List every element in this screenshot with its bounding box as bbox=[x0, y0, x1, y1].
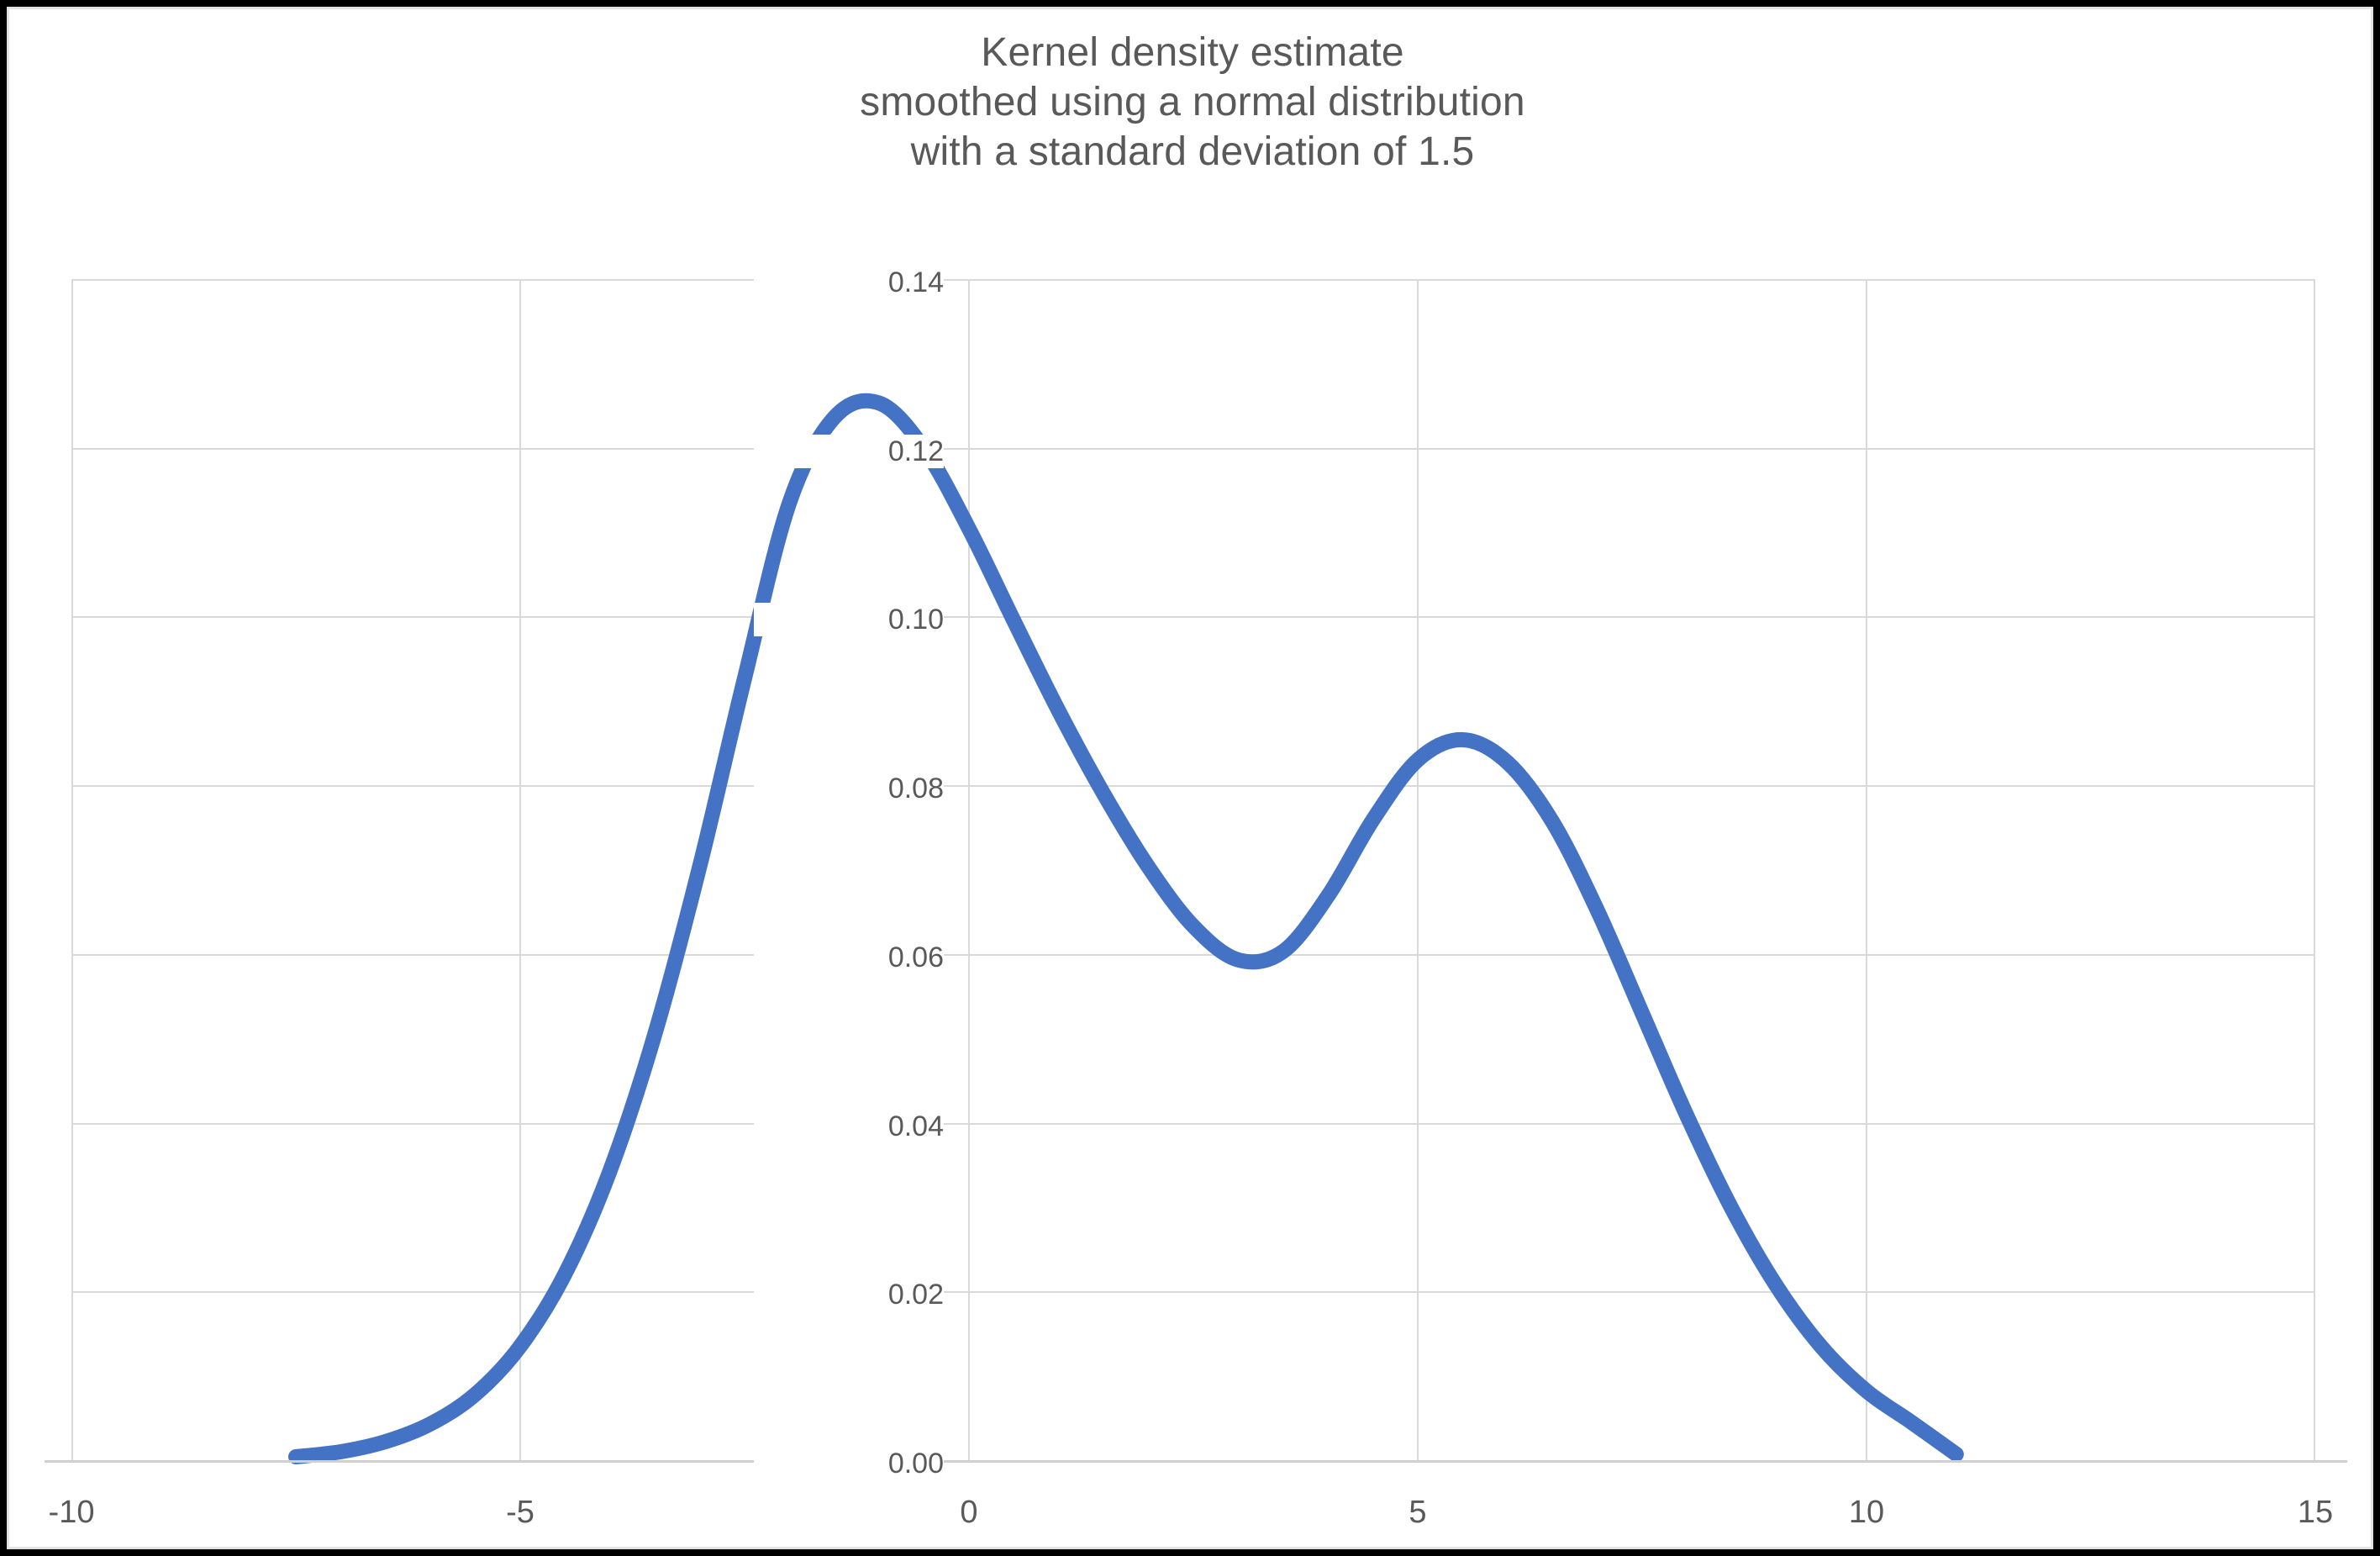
gridline-vertical bbox=[1417, 280, 1419, 1461]
kde-curve bbox=[288, 393, 1964, 1464]
gridline-horizontal bbox=[71, 447, 2315, 450]
gridline-horizontal bbox=[71, 953, 2315, 956]
y-axis-tick-label: 0.12 bbox=[754, 434, 944, 468]
gridline-horizontal bbox=[71, 1122, 2315, 1125]
gridline-vertical bbox=[519, 280, 521, 1461]
chart-title-line-3: with a standard deviation of 1.5 bbox=[910, 129, 1475, 174]
y-axis-tick-label: 0.02 bbox=[754, 1278, 944, 1312]
chart-title: Kernel density estimate smoothed using a… bbox=[9, 28, 2371, 177]
gridline-vertical bbox=[1866, 280, 1867, 1461]
y-axis-tick-label: 0.06 bbox=[754, 940, 944, 974]
gridline-horizontal bbox=[71, 785, 2315, 788]
gridline-vertical bbox=[2314, 280, 2315, 1461]
x-axis-tick-label: -10 bbox=[48, 1495, 95, 1530]
y-axis-tick-label: 0.04 bbox=[754, 1109, 944, 1143]
plot-wrap: 0.00 0.02 0.04 0.06 0.08 0.10 0.12 0.14 -10 -5 0 5… bbox=[9, 9, 2371, 1547]
kde-curve-path bbox=[288, 393, 1964, 1464]
x-axis-tick-label: -5 bbox=[506, 1495, 534, 1530]
plot-area bbox=[45, 279, 2347, 1464]
x-axis-tick-label: 5 bbox=[1409, 1495, 1427, 1530]
x-axis-line bbox=[45, 1460, 2347, 1463]
x-axis-tick-label: 15 bbox=[2297, 1495, 2334, 1530]
gridline-vertical bbox=[71, 280, 73, 1461]
y-axis-tick-label: 0.00 bbox=[754, 1447, 944, 1480]
y-axis-tick-label: 0.08 bbox=[754, 772, 944, 806]
chart-title-line-2: smoothed using a normal distribution bbox=[860, 80, 1525, 124]
chart-card: Kernel density estimate smoothed using a… bbox=[7, 7, 2373, 1549]
gridline-vertical bbox=[968, 280, 970, 1461]
x-axis-tick-label: 0 bbox=[960, 1495, 978, 1530]
y-axis-tick-label: 0.10 bbox=[754, 603, 944, 637]
gridline-horizontal bbox=[71, 616, 2315, 619]
gridline-horizontal bbox=[71, 279, 2315, 281]
chart-title-line-1: Kernel density estimate bbox=[981, 30, 1404, 75]
x-axis-tick-label: 10 bbox=[1848, 1495, 1885, 1530]
gridline-horizontal bbox=[71, 1291, 2315, 1294]
y-axis-tick-label: 0.14 bbox=[754, 266, 944, 299]
